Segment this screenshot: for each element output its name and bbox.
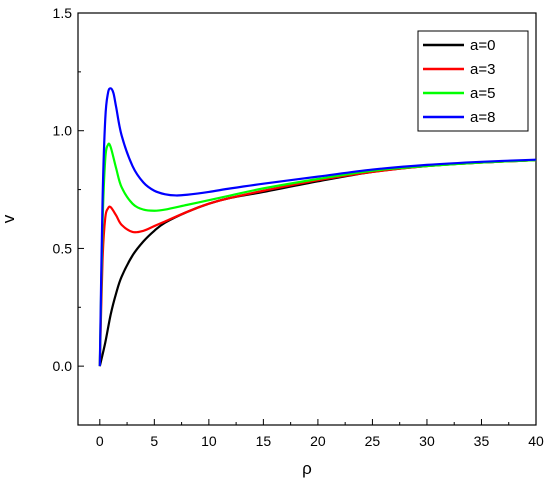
x-tick-label: 40 [528, 433, 544, 449]
y-tick-label: 0.5 [53, 240, 73, 256]
legend-label: a=5 [470, 85, 495, 102]
legend-label: a=8 [470, 109, 495, 126]
x-axis-ticks: 0 5 10 15 20 25 30 35 40 [96, 419, 544, 449]
legend-box [417, 30, 529, 132]
x-tick-label: 15 [256, 433, 272, 449]
x-axis-title: ρ [302, 459, 312, 478]
x-tick-label: 0 [96, 433, 104, 449]
x-tick-label: 20 [310, 433, 326, 449]
legend: a=0 a=3 a=5 a=8 [417, 30, 529, 132]
y-tick-label: 1.5 [53, 5, 73, 21]
series-lines [98, 87, 537, 367]
x-tick-label: 30 [419, 433, 435, 449]
legend-label: a=3 [470, 61, 495, 78]
series-line-a=5 [98, 142, 537, 367]
y-tick-label: 0.0 [53, 358, 73, 374]
series-line-a=0 [98, 159, 537, 367]
x-tick-label: 10 [201, 433, 217, 449]
y-axis-ticks: 0.0 0.5 1.0 1.5 [53, 5, 84, 426]
plot-frame [77, 12, 537, 426]
x-tick-label: 5 [150, 433, 158, 449]
y-tick-label: 1.0 [53, 123, 73, 139]
series-line-a=8 [98, 87, 537, 367]
legend-label: a=0 [470, 37, 495, 54]
series-line-a=3 [98, 159, 537, 367]
x-tick-label: 25 [365, 433, 381, 449]
x-tick-label: 35 [474, 433, 490, 449]
y-axis-title: v [0, 214, 18, 223]
